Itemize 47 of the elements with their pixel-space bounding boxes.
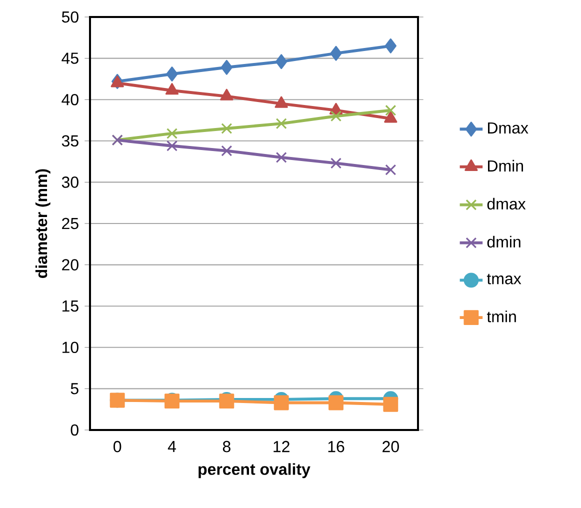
point [328, 395, 344, 410]
y-tick-label: 0 [70, 424, 78, 436]
point [384, 38, 396, 54]
y-tick-label: 15 [62, 300, 78, 312]
point [166, 128, 178, 139]
point [276, 118, 287, 130]
x-tick-label: 16 [328, 440, 344, 452]
point [385, 104, 396, 116]
point [330, 110, 342, 122]
y-tick-label: 5 [70, 383, 78, 394]
x-tick-label: 12 [274, 440, 290, 452]
y-tick-label: 40 [62, 94, 78, 106]
legend-label: dmin [487, 236, 520, 248]
point [330, 158, 342, 169]
point [166, 66, 178, 82]
y-tick-label: 30 [62, 176, 78, 188]
y-tick-label: 50 [62, 11, 78, 23]
y-tick-label: 20 [62, 259, 78, 270]
x-axis-title: percent ovality [198, 463, 310, 478]
x-tick-label: 20 [382, 440, 399, 452]
point [220, 60, 232, 75]
point [166, 140, 178, 152]
legend-label: Dmin [488, 160, 523, 172]
y-tick-label: 45 [62, 52, 78, 64]
legend-label: tmax [486, 274, 522, 284]
point [383, 396, 398, 412]
point [276, 152, 287, 163]
point [274, 96, 288, 108]
y-tick-label: 25 [62, 218, 78, 230]
point [384, 111, 398, 123]
point [221, 145, 232, 156]
x-tick-label: 8 [222, 440, 230, 452]
point [165, 83, 179, 95]
x-tick-label: 4 [168, 440, 176, 452]
point [220, 88, 234, 100]
point [221, 123, 232, 134]
point [330, 46, 342, 61]
y-axis-title: diameter (mm) [35, 169, 50, 278]
legend-label: dmax [487, 198, 526, 210]
point [276, 54, 288, 70]
y-tick-label: 10 [62, 342, 78, 354]
point [274, 395, 289, 410]
x-tick-label: 0 [114, 440, 122, 452]
legend-label: tmin [486, 310, 516, 322]
point [385, 164, 396, 176]
legend-label: Dmax [488, 122, 528, 134]
y-tick-label: 35 [62, 135, 78, 147]
